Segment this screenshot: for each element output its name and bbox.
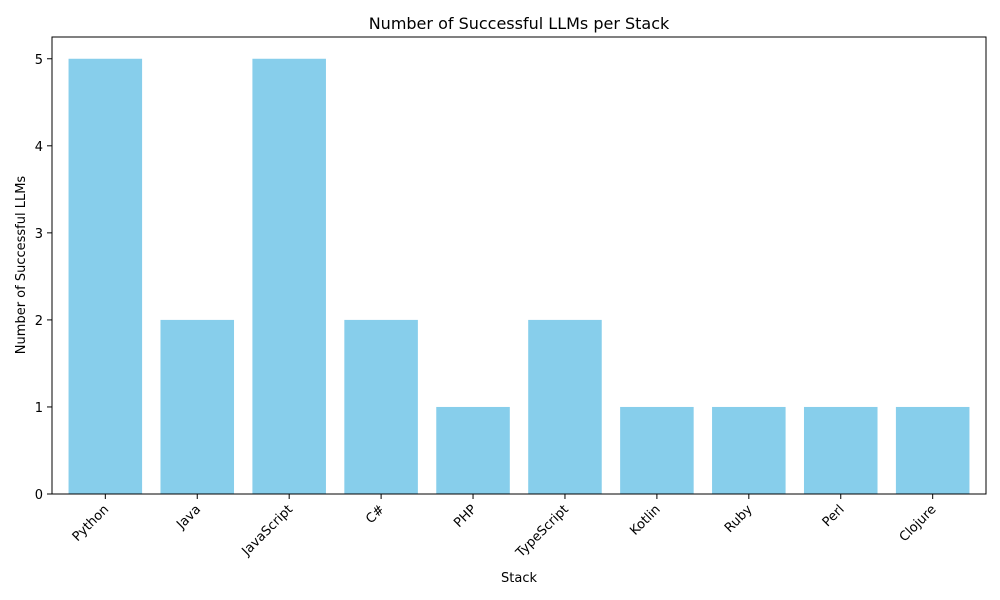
bar-clojure <box>895 406 970 494</box>
x-tick-label: Clojure <box>897 502 940 545</box>
bar-javascript <box>252 58 326 495</box>
x-tick-label: C# <box>363 502 388 527</box>
y-tick-label: 3 <box>35 227 43 242</box>
x-tick-label: Perl <box>820 502 848 530</box>
x-tick-label: Python <box>70 502 112 544</box>
bar-c- <box>344 319 418 494</box>
bar-kotlin <box>620 406 694 494</box>
y-tick-label: 4 <box>35 140 43 155</box>
bars-layer <box>68 58 970 495</box>
y-tick-label: 0 <box>35 488 43 503</box>
y-tick-label: 1 <box>35 401 43 416</box>
x-axis-title: Stack <box>501 571 537 586</box>
x-tick-label: Kotlin <box>627 502 663 538</box>
bar-java <box>160 319 235 494</box>
bar-python <box>68 58 143 495</box>
axes-layer <box>51 36 987 495</box>
y-axis-ticks: 0 1 2 3 4 5 <box>35 53 52 503</box>
x-tick-label: TypeScript <box>513 502 572 561</box>
x-tick-label: Ruby <box>722 502 756 536</box>
x-tick-label: PHP <box>451 502 480 531</box>
chart-title: Number of Successful LLMs per Stack <box>369 14 670 33</box>
plot-frame <box>51 36 987 495</box>
x-axis-ticks: Python Java JavaScript C# PHP TypeScript Kotli… <box>70 494 940 561</box>
y-tick-label: 2 <box>35 314 43 329</box>
bar-php <box>436 406 510 494</box>
y-tick-label: 5 <box>35 53 43 68</box>
bar-perl <box>803 406 878 494</box>
x-tick-label: JavaScript <box>239 502 296 559</box>
x-tick-label: Java <box>173 502 204 533</box>
bar-ruby <box>712 406 786 494</box>
bar-typescript <box>528 319 602 494</box>
y-axis-title: Number of Successful LLMs <box>14 176 29 355</box>
